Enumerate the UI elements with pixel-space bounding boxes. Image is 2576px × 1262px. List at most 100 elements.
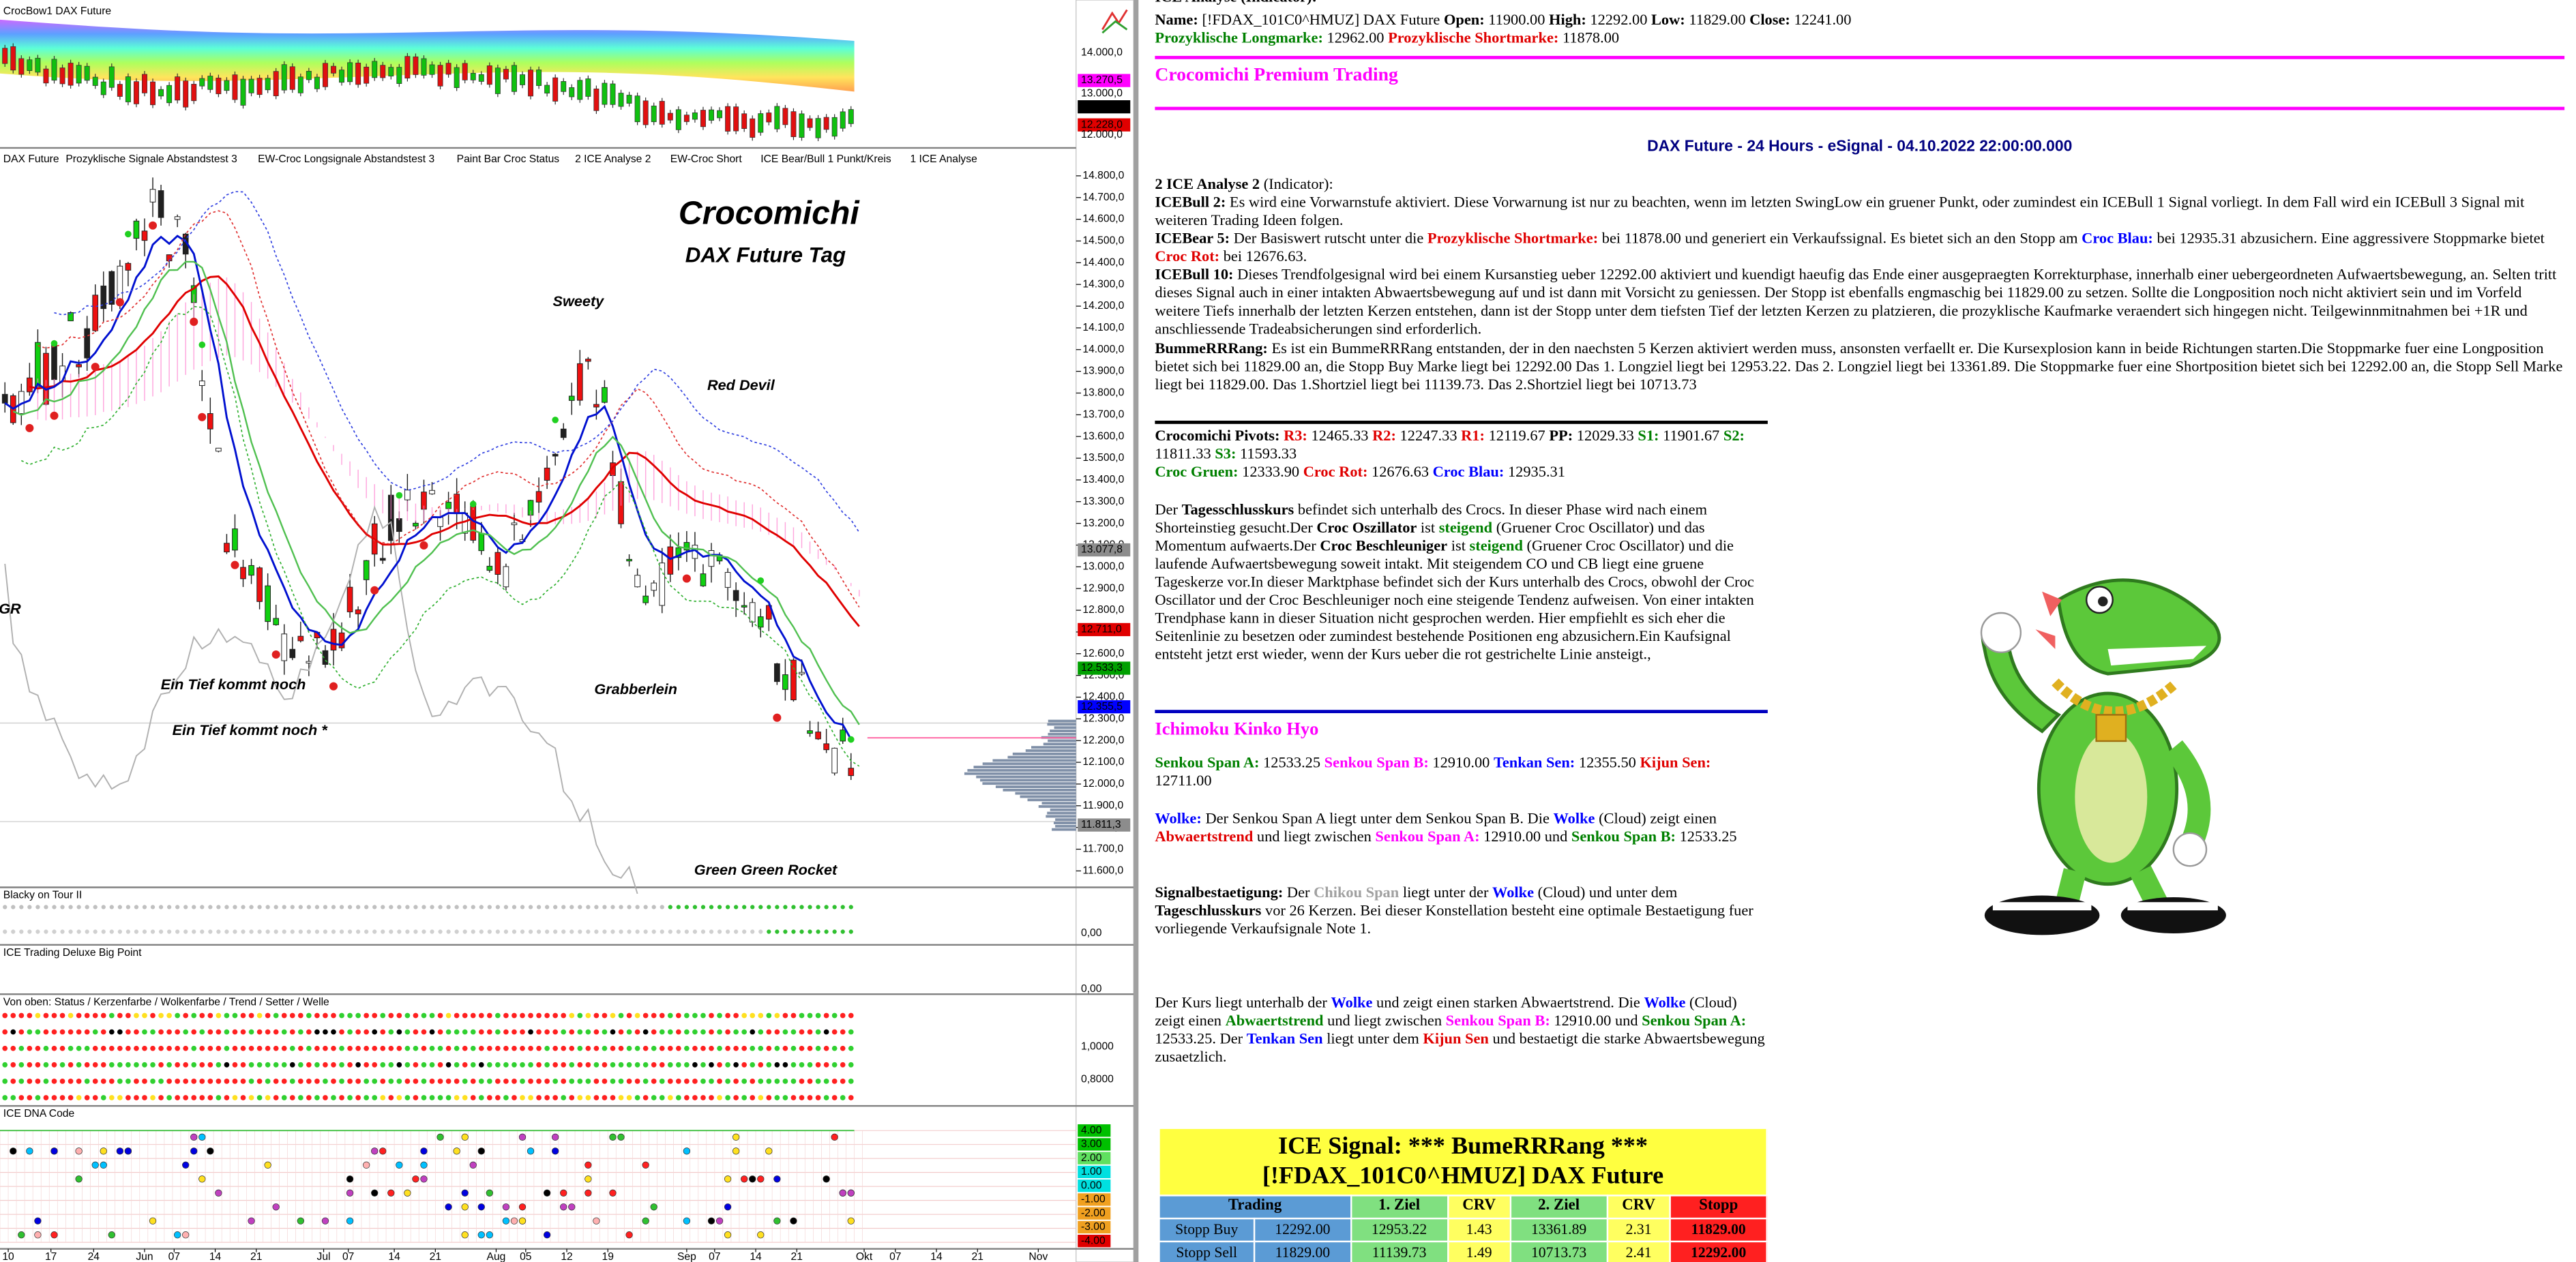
text-run: 12241.00: [1790, 13, 1852, 30]
dna-dot: [108, 1231, 115, 1239]
status-dot: [10, 1079, 16, 1084]
status-dot: [200, 929, 205, 934]
status-dot: [35, 1095, 41, 1100]
status-dot: [495, 905, 500, 910]
status-dot: [684, 1062, 690, 1068]
dna-dot: [724, 1203, 732, 1211]
paragraph: Signalbestaetigung: Der Chikou Span lieg…: [1155, 886, 1767, 940]
mini-candle: [183, 80, 189, 108]
status-dot: [544, 1045, 550, 1051]
status-dot: [216, 1095, 222, 1100]
status-dot: [35, 1079, 41, 1084]
price-marker: [1078, 118, 1131, 132]
status-dot: [289, 1029, 295, 1035]
status-dot: [297, 1045, 304, 1051]
status-dot: [700, 1029, 706, 1035]
status-dot: [27, 1079, 33, 1084]
paragraph: Crocomichi Pivots: R3: 12465.33 R2: 1224…: [1155, 429, 1767, 465]
paragraph: Name: [!FDAX_101C0^HMUZ] DAX Future Open…: [1155, 13, 2564, 31]
candle: [158, 190, 164, 218]
status-dot: [470, 1012, 476, 1019]
status-dot: [692, 1029, 698, 1035]
status-dot: [331, 1079, 336, 1084]
mini-candle: [511, 65, 517, 92]
status-dot: [790, 1029, 797, 1035]
signal-dot: [50, 411, 59, 420]
dna-dot: [683, 1217, 691, 1225]
chart-annotation: Ein Tief kommt noch *: [173, 721, 329, 738]
status-dot: [585, 1029, 591, 1035]
text-run: 12533.25: [1259, 755, 1324, 772]
status-dot: [76, 1045, 82, 1051]
status-dot: [585, 1079, 591, 1084]
status-dot: [445, 1079, 451, 1084]
status-dot: [569, 1062, 575, 1068]
status-dot: [142, 905, 147, 910]
status-dot: [199, 1095, 205, 1100]
status-dot: [848, 1095, 854, 1100]
status-dot: [93, 905, 98, 910]
status-dot: [840, 1079, 846, 1084]
candle: [831, 747, 838, 774]
dna-dot: [453, 1147, 460, 1155]
status-dot: [388, 1095, 394, 1100]
status-dot: [454, 929, 459, 934]
status-dot: [142, 1045, 147, 1051]
text-run: und zeigt einen starken Abwaertstrend. D…: [1372, 995, 1644, 1012]
volume-profile-bar: [1038, 805, 1076, 808]
status-dot: [76, 1079, 82, 1084]
status-dot: [610, 1012, 616, 1019]
dna-dot: [412, 1175, 419, 1183]
status-dot: [323, 929, 328, 934]
status-dot: [125, 1079, 131, 1084]
status-dot: [297, 1012, 304, 1019]
status-dot: [610, 905, 615, 910]
status-dot: [109, 905, 114, 910]
status-dot: [766, 1029, 772, 1035]
price-axis-label: 12.900,0: [1082, 582, 1124, 594]
time-axis-label: 21: [972, 1251, 983, 1262]
status-dot: [741, 1045, 747, 1051]
candle: [741, 605, 747, 607]
status-dot: [142, 1095, 147, 1100]
status-dot: [27, 929, 32, 934]
text-run: Abwaertstrend: [1225, 1014, 1324, 1031]
status-dot: [125, 1045, 131, 1051]
mini-candle: [561, 81, 567, 92]
dna-label-box: [1078, 1180, 1111, 1192]
status-dot: [265, 929, 270, 934]
text-run: 12247.33: [1395, 429, 1462, 446]
status-dot: [158, 1045, 164, 1051]
status-dot: [52, 905, 57, 910]
header-cell: Stopp: [1669, 1195, 1768, 1220]
status-dot: [240, 1095, 246, 1100]
status-dot: [479, 905, 484, 910]
candle: [675, 547, 682, 558]
status-dot: [347, 929, 353, 934]
text-run: Kijun Sen:: [1640, 755, 1711, 772]
toolbar-icon[interactable]: [1101, 9, 1128, 34]
status-dot: [634, 1029, 640, 1035]
status-dot: [651, 905, 656, 910]
price-label: 13.000,0: [1081, 88, 1123, 100]
divider: [1155, 106, 2565, 110]
mini-candle: [43, 68, 49, 84]
candle: [76, 364, 82, 367]
status-dot: [331, 1029, 336, 1035]
status-dot: [306, 1029, 312, 1035]
status-dot: [60, 905, 65, 910]
status-dot: [364, 1029, 370, 1035]
status-dot: [634, 1062, 640, 1068]
status-dot: [610, 929, 615, 934]
status-dot: [552, 1045, 559, 1051]
text-run: R1:: [1461, 429, 1485, 446]
status-dot: [207, 1045, 213, 1051]
mini-candle: [807, 118, 813, 128]
price-marker-label: 12.711,0: [1081, 624, 1122, 635]
splitter[interactable]: [1134, 0, 1139, 1262]
status-dot: [577, 1029, 583, 1035]
dna-dot: [831, 1133, 838, 1141]
status-dot: [372, 1029, 378, 1035]
dna-dot: [198, 1133, 206, 1141]
text-run: High:: [1549, 13, 1586, 30]
